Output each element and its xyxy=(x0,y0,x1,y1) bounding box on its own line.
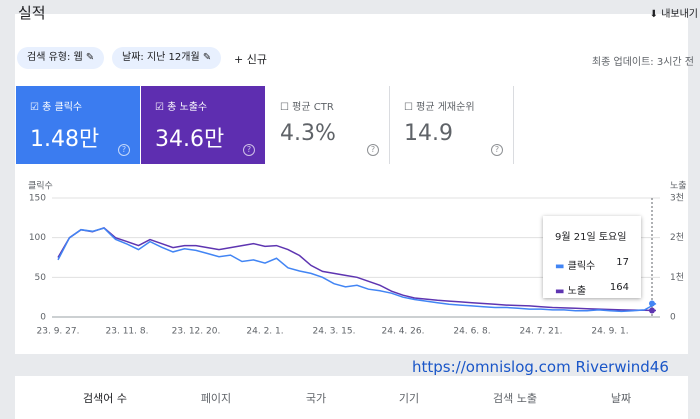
y2-tick-label: 0 xyxy=(670,313,676,323)
metric-card[interactable]: ☐ 평균 CTR 4.3%? xyxy=(266,86,390,164)
metric-card[interactable]: ☑ 총 클릭수 1.48만? xyxy=(16,86,140,164)
tooltip-value: 17 xyxy=(616,257,629,268)
x-tick-label: 24. 4. 26. xyxy=(382,327,425,337)
x-tick-label: 24. 6. 8. xyxy=(453,327,490,337)
export-button[interactable]: ⬇ 내보내기 xyxy=(649,9,698,20)
tab[interactable]: 검색 노출 xyxy=(493,392,537,405)
x-tick-label: 24. 7. 21. xyxy=(520,327,563,337)
metric-label: 평균 게재순위 xyxy=(416,102,475,113)
metric-value: 14.9 xyxy=(404,121,453,146)
y2-tick-label: 1천 xyxy=(670,272,684,283)
tooltip-label: 클릭수 xyxy=(567,261,596,272)
tab[interactable]: 페이지 xyxy=(200,392,232,405)
metric-label: 총 클릭수 xyxy=(42,102,83,113)
y2-tick-label: 3천 xyxy=(670,193,684,204)
x-tick-label: 23. 11. 8. xyxy=(106,327,149,337)
hover-point xyxy=(649,307,655,314)
section-title: 실적 xyxy=(18,4,46,22)
tab-bar xyxy=(15,376,688,419)
x-tick-label: 23. 9. 27. xyxy=(37,327,80,337)
series-line xyxy=(57,226,657,312)
metric-card[interactable]: ☑ 총 노출수 34.6만? xyxy=(141,86,265,164)
filter-chip[interactable]: 날짜: 지난 12개월 ✎ xyxy=(112,47,222,69)
tooltip-date: 9월 21일 토요일 xyxy=(555,232,627,243)
y2-tick-label: 2천 xyxy=(670,232,684,243)
metric-value: 34.6만 xyxy=(155,127,225,152)
chip-label: 검색 유형: 웹 xyxy=(27,52,83,63)
add-filter[interactable]: + 신규 xyxy=(234,53,267,66)
chip-label: 날짜: 지난 12개월 xyxy=(122,52,200,63)
export-label: 내보내기 xyxy=(661,9,698,20)
y-tick-label: 0 xyxy=(40,313,46,323)
metric-value: 1.48만 xyxy=(30,127,100,152)
tooltip-row: ▬ 노출 164 xyxy=(555,282,629,297)
metric-label: 평균 CTR xyxy=(292,102,334,113)
tooltip-row: ▬ 클릭수 17 xyxy=(555,257,629,272)
tooltip: 9월 21일 토요일 ▬ 클릭수 17 ▬ 노출 164 xyxy=(543,216,641,298)
y2-axis-title: 노출 xyxy=(670,181,687,192)
x-tick-label: 24. 3. 15. xyxy=(313,327,356,337)
y-tick-label: 100 xyxy=(29,233,46,243)
metric-label: 총 노출수 xyxy=(167,102,208,113)
tab[interactable]: 기기 xyxy=(398,392,420,405)
tab[interactable]: 날짜 xyxy=(610,392,632,405)
filter-chip[interactable]: 검색 유형: 웹 ✎ xyxy=(17,47,105,69)
last-updated: 최종 업데이트: 3시간 전 xyxy=(591,57,694,68)
x-tick-label: 23. 12. 20. xyxy=(172,327,221,337)
series-line xyxy=(57,227,657,313)
y-tick-label: 50 xyxy=(35,273,47,283)
x-tick-label: 24. 2. 1. xyxy=(246,327,283,337)
tooltip-value: 164 xyxy=(609,282,629,293)
metric-card[interactable]: ☐ 평균 게재순위 14.9? xyxy=(390,86,514,164)
watermark: https://omnislog.com Riverwind46 xyxy=(412,358,669,376)
x-tick-label: 24. 9. 1. xyxy=(591,327,628,337)
add-filter-label: 신규 xyxy=(246,53,267,66)
y-axis-title: 클릭수 xyxy=(28,180,53,192)
tab[interactable]: 국가 xyxy=(305,392,327,405)
hover-point xyxy=(649,300,655,307)
y-tick-label: 150 xyxy=(29,194,46,204)
metric-value: 4.3% xyxy=(280,121,336,146)
tab[interactable]: 검색어 수 xyxy=(83,392,127,405)
tooltip-label: 노출 xyxy=(567,286,587,297)
